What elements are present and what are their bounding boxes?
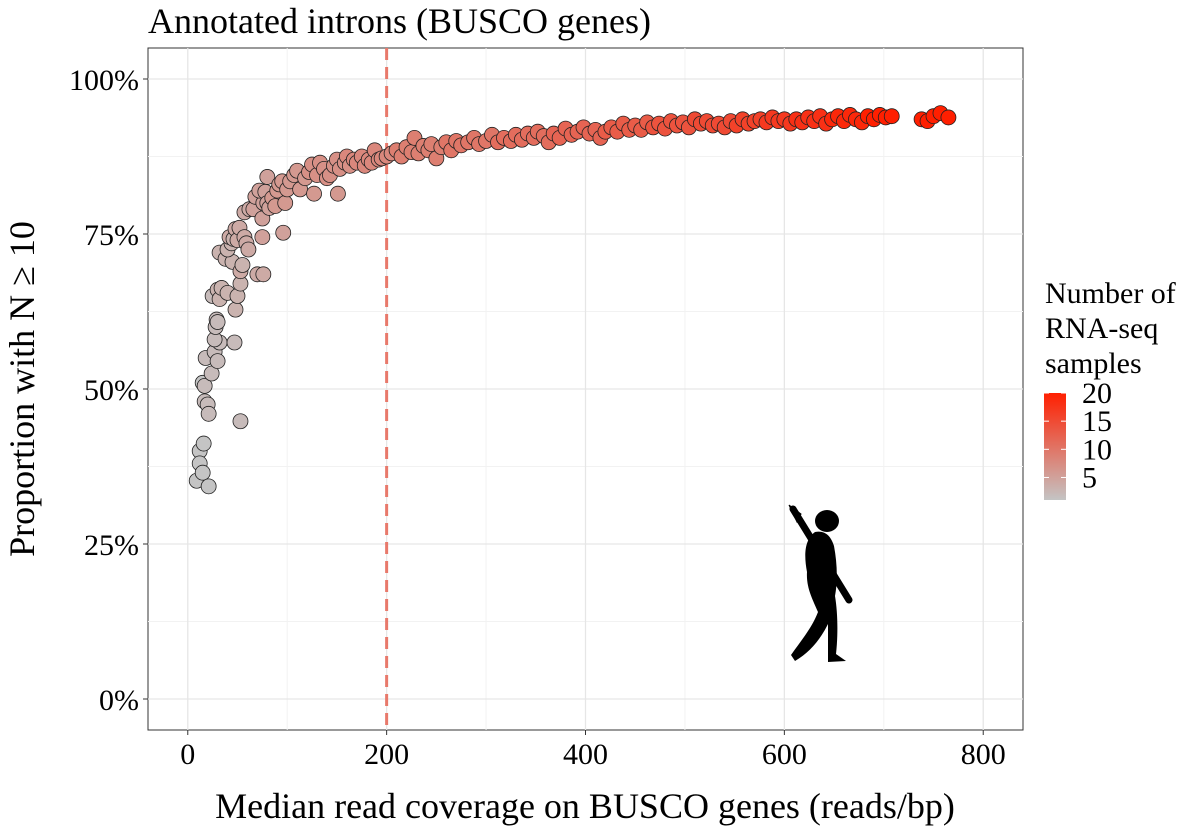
x-tick-label: 0 <box>180 738 195 771</box>
legend-tick-label: 20 <box>1082 377 1112 410</box>
y-tick-label: 0% <box>99 684 139 717</box>
legend-title-line-3: samples <box>1045 347 1142 380</box>
x-axis: 0 200 400 600 800 <box>180 730 1006 771</box>
data-point <box>194 464 211 481</box>
data-point <box>277 195 294 211</box>
x-tick-label: 200 <box>364 738 409 771</box>
data-point <box>883 108 900 125</box>
data-point <box>940 109 957 126</box>
data-point <box>240 241 257 258</box>
data-point <box>227 301 244 318</box>
data-point <box>259 169 276 185</box>
data-point <box>275 224 292 241</box>
x-axis-label: Median read coverage on BUSCO genes (rea… <box>215 786 955 826</box>
data-point <box>200 478 217 495</box>
data-point <box>232 413 249 430</box>
data-point <box>226 334 243 351</box>
legend-tick-label: 5 <box>1082 461 1097 494</box>
data-point <box>255 266 272 283</box>
legend-color-bar <box>1044 393 1066 500</box>
data-point <box>330 185 346 202</box>
y-tick-label: 75% <box>84 219 139 252</box>
y-tick-label: 25% <box>84 529 139 562</box>
legend-title-line-2: RNA-seq <box>1045 312 1158 345</box>
y-axis-label: Proportion with N ≥ 10 <box>2 221 42 557</box>
x-tick-label: 400 <box>563 738 608 771</box>
data-point <box>209 353 226 370</box>
data-point <box>209 314 226 330</box>
legend-title-line-1: Number of <box>1045 277 1176 310</box>
chart-title: Annotated introns (BUSCO genes) <box>148 1 651 41</box>
legend-tick-label: 10 <box>1082 433 1112 466</box>
x-tick-label: 800 <box>961 738 1006 771</box>
legend-tick-label: 15 <box>1082 405 1112 438</box>
y-axis: 0% 25% 50% 75% 100% <box>69 64 148 717</box>
y-tick-label: 100% <box>69 64 139 97</box>
points-layer <box>188 105 957 495</box>
data-point <box>196 377 213 394</box>
data-point <box>254 229 271 246</box>
walking-human-silhouette-icon <box>788 504 853 662</box>
x-tick-label: 600 <box>762 738 807 771</box>
data-point <box>306 185 322 202</box>
data-point <box>200 405 217 422</box>
data-point <box>195 435 212 452</box>
data-point <box>234 257 251 273</box>
y-tick-label: 50% <box>84 374 139 407</box>
